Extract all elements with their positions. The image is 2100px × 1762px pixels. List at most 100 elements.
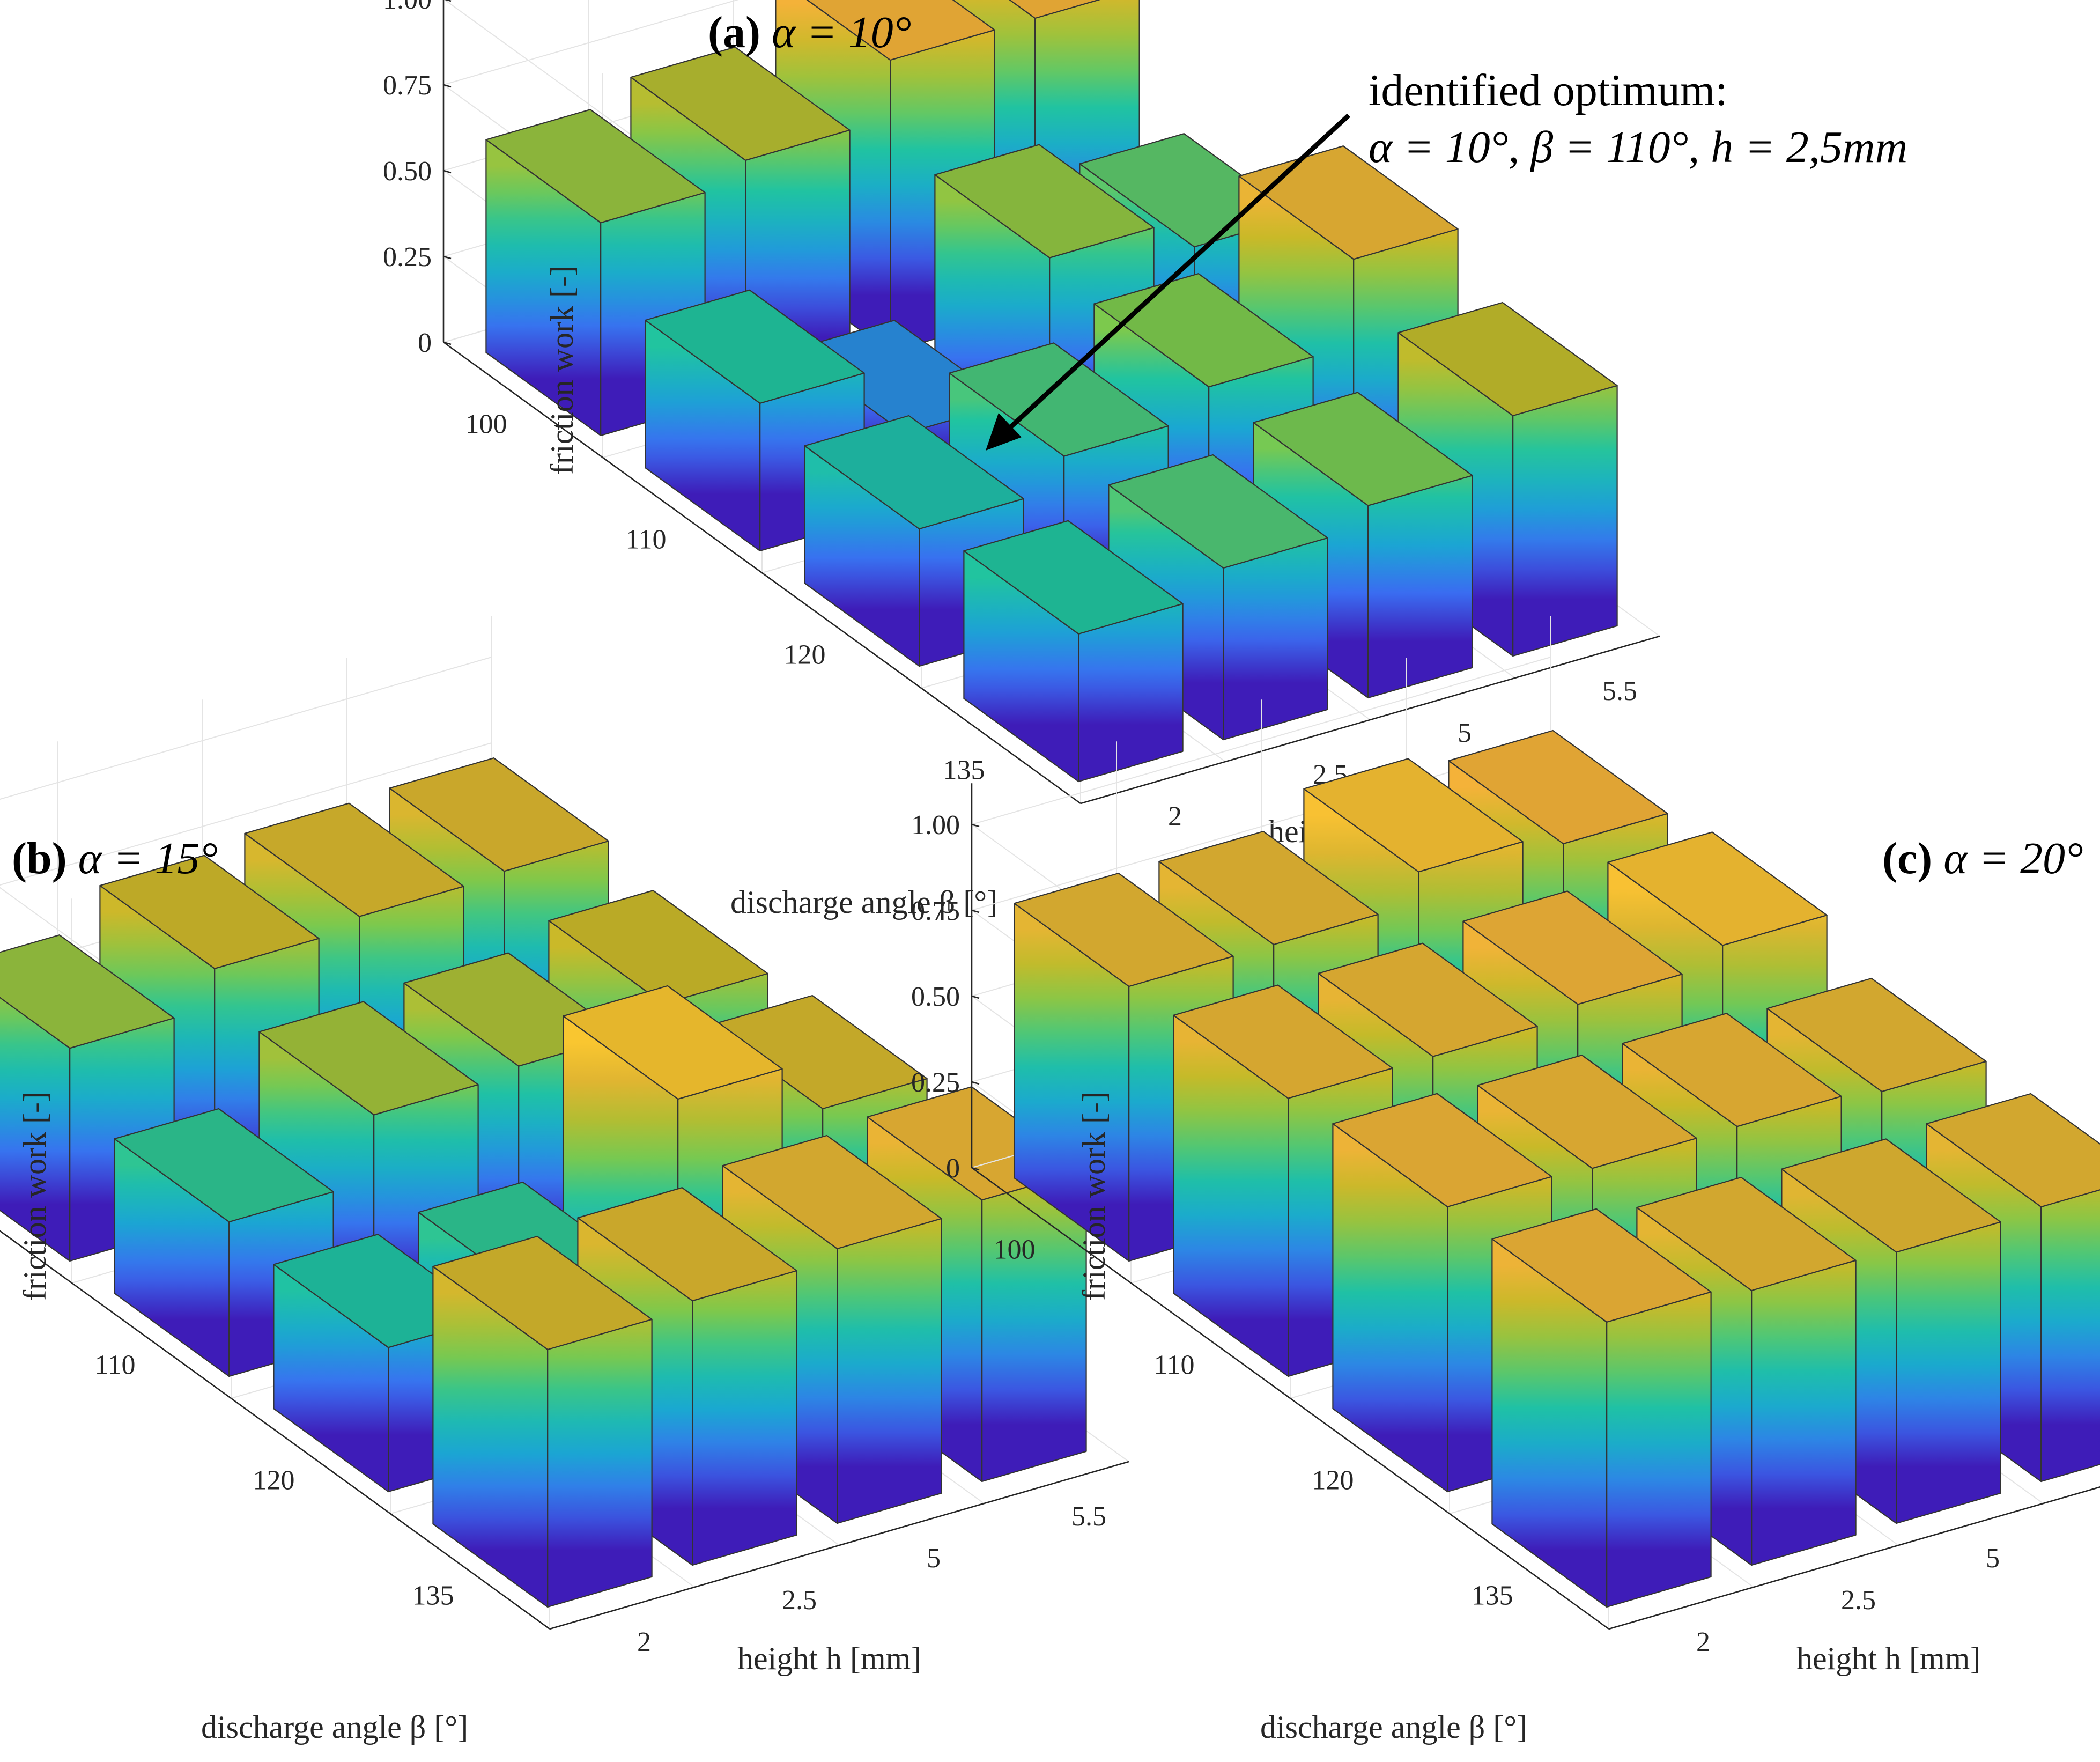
panel-c-bar-top-face — [1448, 729, 1668, 845]
panel-b-bar-top-face — [563, 985, 783, 1100]
panel-a-z-tick — [443, 341, 452, 345]
panel-b-title-rest: α = 15° — [67, 834, 218, 883]
panel-c-bar-top-face — [1491, 1208, 1712, 1323]
panel-a-bar-front-face — [1367, 475, 1473, 699]
panel-b-title-bold: (b) — [12, 834, 67, 883]
panel-b-bar-front-face — [547, 1318, 653, 1608]
panel-b-bar — [0, 934, 175, 1262]
panel-c-bar-front-face — [1606, 1291, 1712, 1608]
panel-c-angle-tick-label: 135 — [1472, 1581, 1513, 1611]
panel-c-title: (c) α = 20° — [1882, 834, 2083, 883]
panel-b-bar-top-face — [258, 1001, 479, 1116]
panel-c-bar-top-face — [1303, 758, 1524, 873]
panel-c-bar-top-face — [1332, 1093, 1552, 1207]
panel-b-x-label: height h [mm] — [737, 1641, 921, 1676]
panel-a-angle-tick-label: 100 — [465, 409, 507, 440]
panel-c-bar-top-face — [1781, 1138, 2001, 1253]
panel-c-bar-top-face — [1462, 890, 1683, 1005]
panel-c-z-tick — [971, 823, 980, 828]
panel-c-z-label: friction work [-] — [1076, 1092, 1112, 1301]
panel-b-title: (b) α = 15° — [12, 834, 218, 883]
panel-a-bar-top-face — [645, 289, 865, 404]
panel-c-bar-top-face — [1636, 1176, 1857, 1292]
panel-b-bar-top-face — [114, 1108, 334, 1223]
panel-b-bar-top-face — [389, 757, 609, 872]
panel-a-z-tick — [445, 0, 452, 2]
panel-b-bar-top-face — [548, 890, 768, 1005]
annotation-line-2: α = 10°, β = 110°, h = 2,5mm — [1369, 122, 1907, 172]
panel-b-height-axis — [549, 1461, 1129, 1630]
panel-a-title: (a) α = 10° — [708, 8, 911, 57]
panel-a-height-tick-label: 2 — [1168, 801, 1182, 832]
panel-a-height-axis — [1080, 635, 1660, 805]
panel-c-bar-front-face — [2040, 1189, 2100, 1483]
annotation-arrow-shaft — [1003, 113, 1351, 434]
panel-a-bar-top-face — [1238, 145, 1459, 260]
annotation-line-1: identified optimum: — [1369, 65, 1728, 115]
panel-c-height-tick-label: 5 — [1986, 1543, 2000, 1574]
panel-c-bar-top-face — [1477, 1055, 1697, 1169]
panel-c-bar-top-face — [1926, 1093, 2100, 1208]
panel-b-bar-top-face — [0, 934, 175, 1049]
panel-b-angle-tick-label: 110 — [94, 1350, 135, 1381]
panel-a-z-tick-label: 1.00 — [383, 0, 432, 15]
panel-c-angle-tick-label: 110 — [1153, 1350, 1194, 1381]
panel-c-x-label: height h [mm] — [1796, 1641, 1980, 1676]
panel-a-height-tick-label: 5 — [1458, 718, 1472, 748]
panel-c-z-tick-label: 0.50 — [911, 982, 960, 1012]
panel-c-angle-tick-label: 100 — [994, 1235, 1036, 1265]
panel-a-title-rest: α = 10° — [760, 8, 911, 57]
panel-c-height-tick-label: 2 — [1696, 1627, 1710, 1657]
panel-c-bar — [1491, 1208, 1712, 1608]
panel-c-title-rest: α = 20° — [1932, 834, 2083, 883]
panel-a-y-label: discharge angle β [°] — [730, 884, 997, 920]
panel-c-bar-top-face — [1014, 872, 1234, 987]
panel-a-bar-top-face — [934, 144, 1155, 259]
panel-b-height-tick-label: 2.5 — [782, 1585, 817, 1616]
panel-b-bar — [432, 1235, 653, 1608]
panel-c-angle-axis — [971, 1167, 1609, 1630]
panel-a-z-tick-label: 0.25 — [383, 242, 432, 272]
panel-b-angle-tick-label: 135 — [412, 1581, 454, 1611]
panel-b-height-tick-label: 2 — [637, 1627, 651, 1657]
panel-b-bar-top-face — [577, 1187, 797, 1302]
panel-b-angle-tick-label: 120 — [253, 1465, 295, 1496]
panel-c-z-tick-label: 0.75 — [911, 896, 960, 926]
panel-a-bar — [645, 289, 865, 552]
panel-b-bars — [0, 757, 1087, 1608]
panel-c-z-tick-label: 0 — [946, 1153, 960, 1184]
panel-a-z-label: friction work [-] — [544, 266, 580, 475]
panel-a-title-bold: (a) — [708, 8, 760, 57]
optimum-annotation: identified optimum: α = 10°, β = 110°, h… — [986, 65, 1907, 451]
panel-c-axes — [971, 783, 2100, 1630]
panel-c-height-axis — [1608, 1486, 2100, 1630]
panel-a-angle-axis — [443, 341, 1081, 805]
panel-a-bar-top-face — [806, 0, 995, 61]
panel-c-bar-top-face — [1622, 1013, 1842, 1127]
panel-c-title-bold: (c) — [1882, 834, 1932, 883]
panel-a-bar-top-face — [485, 109, 706, 224]
panel-a-z-tick-label: 0 — [418, 328, 432, 358]
panel-b-chart: 0 0.25 0.50 0.75 1.00 2 2.5 5 5.5 100 110 120 135 (b… — [0, 616, 1129, 1745]
panel-c-bar-top-face — [1766, 977, 1987, 1093]
panel-a-angle-tick-label: 120 — [784, 640, 826, 670]
panel-a-z-tick-label: 0.75 — [383, 70, 432, 101]
panel-b-bar-top-face — [99, 854, 320, 969]
panel-c-z-tick-label: 0.25 — [911, 1067, 960, 1098]
panel-b-z-label: friction work [-] — [17, 1092, 53, 1301]
panel-a-bar-top-face — [804, 415, 1024, 530]
panel-b-bar-front-face — [692, 1270, 797, 1566]
panel-b-bar-front-face — [837, 1218, 942, 1524]
panel-c-bars — [1014, 729, 2100, 1608]
panel-c-z-tick-label: 1.00 — [911, 810, 960, 841]
panel-a-height-tick-label: 5.5 — [1602, 676, 1637, 706]
panel-c-bar-top-face — [1173, 984, 1393, 1099]
panel-a-bar-top-face — [949, 342, 1169, 457]
panel-a-z-tick — [443, 255, 452, 260]
panel-c-bar-top-face — [1607, 831, 1828, 946]
panel-a-angle-tick-label: 135 — [943, 755, 985, 786]
panel-a-axes — [442, 0, 1660, 805]
